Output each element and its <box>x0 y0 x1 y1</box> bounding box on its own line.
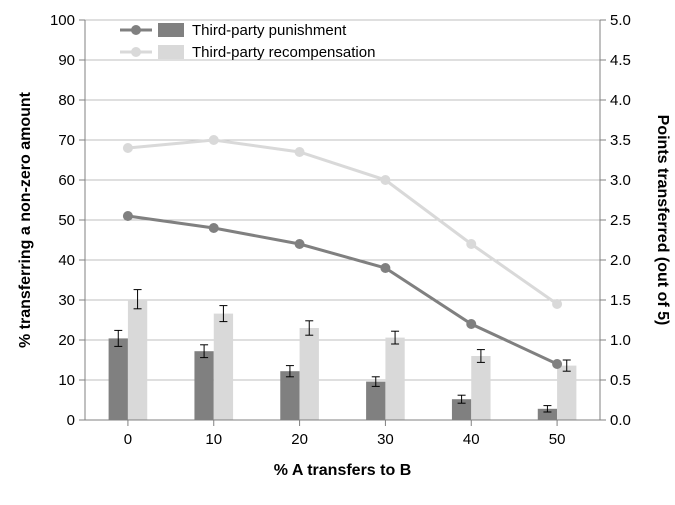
y-left-tick-label: 50 <box>58 212 75 229</box>
legend-label: Third-party punishment <box>192 22 347 39</box>
bar-recompensation <box>128 299 147 420</box>
marker-recompensation <box>380 175 390 185</box>
y-right-tick-label: 4.5 <box>610 52 631 69</box>
y-right-tick-label: 1.5 <box>610 292 631 309</box>
y-right-tick-label: 3.5 <box>610 132 631 149</box>
marker-punishment <box>295 239 305 249</box>
y-right-tick-label: 1.0 <box>610 332 631 349</box>
legend-label: Third-party recompensation <box>192 44 375 61</box>
legend-marker-icon <box>131 25 141 35</box>
marker-punishment <box>209 223 219 233</box>
y-left-tick-label: 80 <box>58 92 75 109</box>
bar-recompensation <box>385 338 404 420</box>
x-tick-label: 30 <box>377 431 394 448</box>
legend-marker-icon <box>131 47 141 57</box>
marker-recompensation <box>295 147 305 157</box>
chart-bg <box>0 0 675 505</box>
y-left-tick-label: 70 <box>58 132 75 149</box>
marker-recompensation <box>209 135 219 145</box>
x-tick-label: 20 <box>291 431 308 448</box>
x-axis-label: % A transfers to B <box>274 462 412 479</box>
y-right-tick-label: 0.5 <box>610 372 631 389</box>
marker-punishment <box>552 359 562 369</box>
y-left-axis-label: % transferring a non-zero amount <box>17 91 34 348</box>
y-right-tick-label: 3.0 <box>610 172 631 189</box>
y-right-axis-label: Points transferred (out of 5) <box>654 115 671 326</box>
y-left-tick-label: 0 <box>67 412 75 429</box>
chart-container: 01020304050607080901000.00.51.01.52.02.5… <box>0 0 675 505</box>
bar-punishment <box>366 382 385 420</box>
marker-punishment <box>466 319 476 329</box>
marker-recompensation <box>552 299 562 309</box>
y-left-tick-label: 90 <box>58 52 75 69</box>
bar-recompensation <box>300 328 319 420</box>
x-tick-label: 40 <box>463 431 480 448</box>
legend-swatch-icon <box>158 23 184 37</box>
y-left-tick-label: 20 <box>58 332 75 349</box>
y-right-tick-label: 2.5 <box>610 212 631 229</box>
bar-recompensation <box>557 366 576 420</box>
y-left-tick-label: 100 <box>50 12 75 29</box>
bar-punishment <box>109 338 128 420</box>
y-left-tick-label: 40 <box>58 252 75 269</box>
marker-punishment <box>123 211 133 221</box>
x-tick-label: 10 <box>205 431 222 448</box>
y-right-tick-label: 4.0 <box>610 92 631 109</box>
bar-punishment <box>194 351 213 420</box>
marker-recompensation <box>123 143 133 153</box>
bar-recompensation <box>471 356 490 420</box>
marker-recompensation <box>466 239 476 249</box>
y-left-tick-label: 60 <box>58 172 75 189</box>
y-right-tick-label: 0.0 <box>610 412 631 429</box>
y-right-tick-label: 5.0 <box>610 12 631 29</box>
y-left-tick-label: 30 <box>58 292 75 309</box>
x-tick-label: 0 <box>124 431 132 448</box>
legend-swatch-icon <box>158 45 184 59</box>
bar-punishment <box>280 371 299 420</box>
y-right-tick-label: 2.0 <box>610 252 631 269</box>
chart-svg: 01020304050607080901000.00.51.01.52.02.5… <box>0 0 675 505</box>
bar-recompensation <box>214 314 233 420</box>
y-left-tick-label: 10 <box>58 372 75 389</box>
x-tick-label: 50 <box>549 431 566 448</box>
marker-punishment <box>380 263 390 273</box>
